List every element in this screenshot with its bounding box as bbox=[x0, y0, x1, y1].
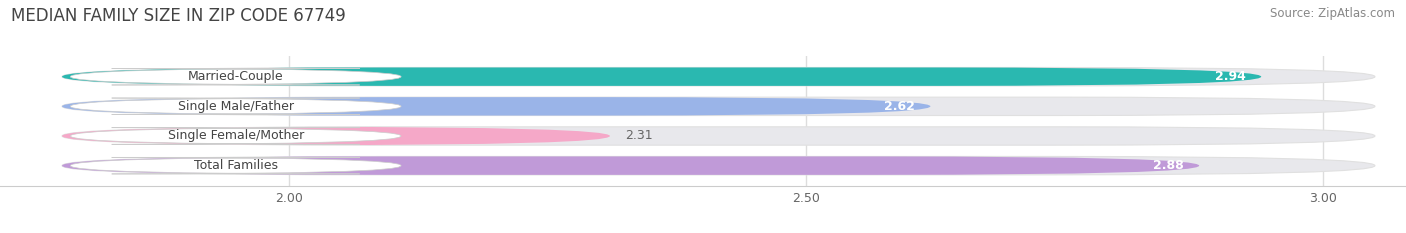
Text: MEDIAN FAMILY SIZE IN ZIP CODE 67749: MEDIAN FAMILY SIZE IN ZIP CODE 67749 bbox=[11, 7, 346, 25]
FancyBboxPatch shape bbox=[70, 157, 401, 174]
Text: Single Female/Mother: Single Female/Mother bbox=[167, 130, 304, 143]
Text: Married-Couple: Married-Couple bbox=[188, 70, 284, 83]
FancyBboxPatch shape bbox=[70, 128, 401, 144]
FancyBboxPatch shape bbox=[62, 68, 1261, 86]
Text: 2.88: 2.88 bbox=[1153, 159, 1184, 172]
Text: 2.31: 2.31 bbox=[626, 130, 654, 143]
FancyBboxPatch shape bbox=[70, 98, 401, 115]
FancyBboxPatch shape bbox=[62, 68, 1375, 86]
Text: 2.62: 2.62 bbox=[884, 100, 915, 113]
Text: Source: ZipAtlas.com: Source: ZipAtlas.com bbox=[1270, 7, 1395, 20]
FancyBboxPatch shape bbox=[62, 156, 1375, 175]
FancyBboxPatch shape bbox=[62, 97, 931, 116]
Text: 2.94: 2.94 bbox=[1215, 70, 1246, 83]
Text: Single Male/Father: Single Male/Father bbox=[177, 100, 294, 113]
FancyBboxPatch shape bbox=[62, 127, 1375, 145]
FancyBboxPatch shape bbox=[62, 127, 610, 145]
FancyBboxPatch shape bbox=[62, 97, 1375, 116]
FancyBboxPatch shape bbox=[62, 156, 1199, 175]
Text: Total Families: Total Families bbox=[194, 159, 278, 172]
FancyBboxPatch shape bbox=[70, 68, 401, 85]
